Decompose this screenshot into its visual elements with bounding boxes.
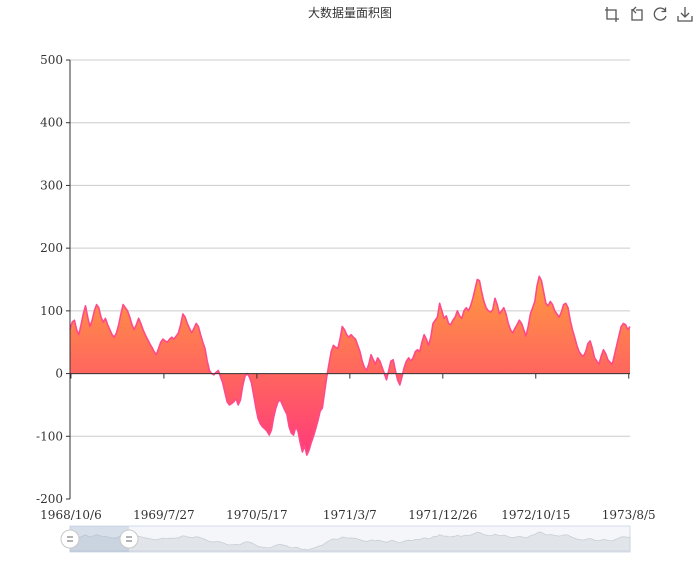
x-tick-label: 1968/10/6 — [40, 508, 102, 522]
toolbox — [604, 6, 693, 22]
y-tick-label: 500 — [40, 53, 63, 67]
y-axis-labels: -200 -100 0 100 200 300 400 500 — [36, 53, 70, 506]
y-tick-label: -200 — [36, 492, 63, 506]
axes — [69, 60, 630, 499]
series-line — [69, 275, 631, 456]
y-tick-label: 100 — [40, 304, 63, 318]
data-zoom-window[interactable] — [70, 526, 129, 552]
data-zoom-slider[interactable] — [60, 525, 631, 553]
data-zoom-preview — [69, 531, 631, 552]
zoom-reset-icon[interactable] — [628, 6, 644, 22]
x-tick-label: 1973/8/5 — [602, 508, 656, 522]
save-image-icon[interactable] — [677, 6, 693, 22]
x-axis-labels: 1968/10/6 1969/7/27 1970/5/17 1971/3/7 1971/… — [40, 373, 656, 522]
x-tick-label: 1970/5/17 — [226, 508, 288, 522]
series-area — [70, 276, 630, 456]
x-tick-label: 1969/7/27 — [133, 508, 195, 522]
y-tick-label: 0 — [55, 367, 63, 381]
y-tick-label: 400 — [40, 116, 63, 130]
chart-title: 大数据量面积图 — [308, 5, 392, 20]
restore-icon[interactable] — [652, 6, 668, 22]
grid-lines — [70, 59, 630, 437]
zoom-icon[interactable] — [604, 6, 620, 22]
y-tick-label: -100 — [36, 429, 63, 443]
x-tick-label: 1971/3/7 — [323, 508, 377, 522]
x-tick-label: 1972/10/15 — [501, 508, 570, 522]
y-tick-label: 300 — [40, 178, 63, 192]
y-tick-label: 200 — [40, 241, 63, 255]
series-layer — [69, 275, 631, 456]
data-zoom-handle-start[interactable] — [60, 529, 80, 549]
x-tick-label: 1971/12/26 — [408, 508, 477, 522]
data-zoom-handle-end[interactable] — [119, 529, 139, 549]
